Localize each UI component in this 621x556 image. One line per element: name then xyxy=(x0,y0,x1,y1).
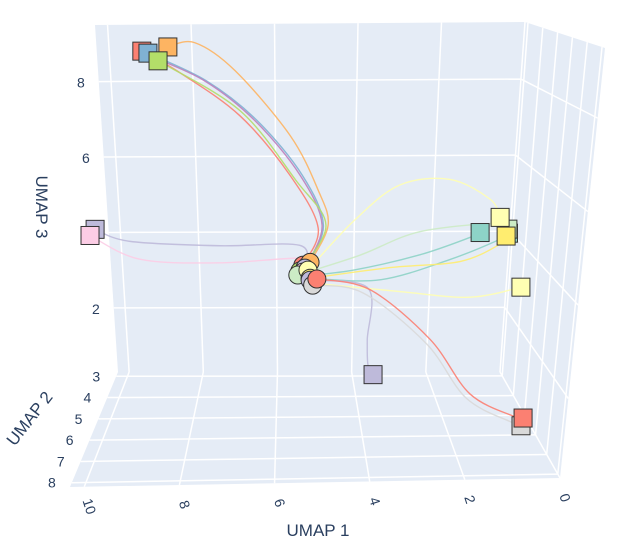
y-gridline xyxy=(501,22,529,376)
x-gridline xyxy=(273,371,279,484)
x-tick-label: 0 xyxy=(556,491,574,504)
x-gridline xyxy=(425,371,466,481)
y-tick-label: 7 xyxy=(57,453,65,469)
x-tick-label: 4 xyxy=(366,495,384,508)
y-gridline xyxy=(71,473,558,484)
y-tick-label: 8 xyxy=(48,475,56,491)
y-gridline xyxy=(80,453,547,463)
y-tick-label: 4 xyxy=(84,390,92,406)
end-marker-square[interactable] xyxy=(363,365,383,385)
z-gridline xyxy=(98,78,521,83)
x-gridline xyxy=(350,23,359,373)
x-gridline xyxy=(273,23,279,373)
y-gridline xyxy=(557,46,603,475)
end-marker-square[interactable] xyxy=(80,225,100,245)
x-axis-title: UMAP 1 xyxy=(287,521,350,540)
x-gridline xyxy=(190,24,205,373)
end-marker-square[interactable] xyxy=(511,277,531,297)
floor-plane xyxy=(70,372,560,487)
x-gridline xyxy=(350,371,371,482)
x-gridline xyxy=(425,22,443,373)
end-marker-square[interactable] xyxy=(148,51,168,71)
end-marker-square[interactable] xyxy=(470,223,490,243)
y-gridline xyxy=(545,42,588,455)
end-markers xyxy=(80,37,533,436)
z-tick-label: 6 xyxy=(82,150,90,166)
z-gridline xyxy=(520,78,599,119)
x-gridline xyxy=(499,21,526,373)
y-gridline xyxy=(512,27,544,396)
trajectory-line xyxy=(307,177,501,271)
z-gridline xyxy=(504,306,569,399)
y-gridline xyxy=(98,414,525,420)
trajectory-line xyxy=(167,40,330,263)
trajectory-line xyxy=(312,282,522,298)
z-gridline xyxy=(108,230,511,234)
start-markers xyxy=(288,252,327,295)
x-gridline xyxy=(106,24,130,373)
end-marker-square[interactable] xyxy=(513,408,533,428)
x-tick-label: 2 xyxy=(461,493,479,506)
z-tick-label: 2 xyxy=(92,301,100,317)
z-gridline xyxy=(509,230,579,306)
start-marker-circle[interactable] xyxy=(307,269,327,289)
x-gridline xyxy=(83,371,130,488)
y-gridline xyxy=(89,434,536,441)
gridlines xyxy=(71,21,603,488)
trajectory-line xyxy=(94,228,309,269)
z-gridline xyxy=(103,154,516,158)
x-gridline xyxy=(178,371,205,486)
y-axis-title: UMAP 2 xyxy=(3,388,57,449)
x-tick-label: 6 xyxy=(271,497,289,510)
x-tick-label: 8 xyxy=(176,498,194,511)
trajectory-line xyxy=(149,55,323,269)
end-marker-square[interactable] xyxy=(490,207,510,227)
trajectory-line xyxy=(147,52,325,268)
y-tick-label: 6 xyxy=(66,432,74,448)
y-tick-label: 5 xyxy=(75,411,83,427)
trajectory-line xyxy=(157,60,327,272)
y-gridline xyxy=(534,37,574,435)
z-tick-label: 8 xyxy=(77,75,85,91)
x-tick-label: 10 xyxy=(79,496,99,516)
z-gridline xyxy=(515,154,589,213)
z-gridline xyxy=(113,306,505,309)
y-gridline xyxy=(523,32,559,416)
end-marker-square[interactable] xyxy=(496,226,516,246)
y-gridline xyxy=(107,394,514,399)
y-tick-label: 3 xyxy=(92,368,100,384)
z-axis-title: UMAP 3 xyxy=(32,176,51,239)
